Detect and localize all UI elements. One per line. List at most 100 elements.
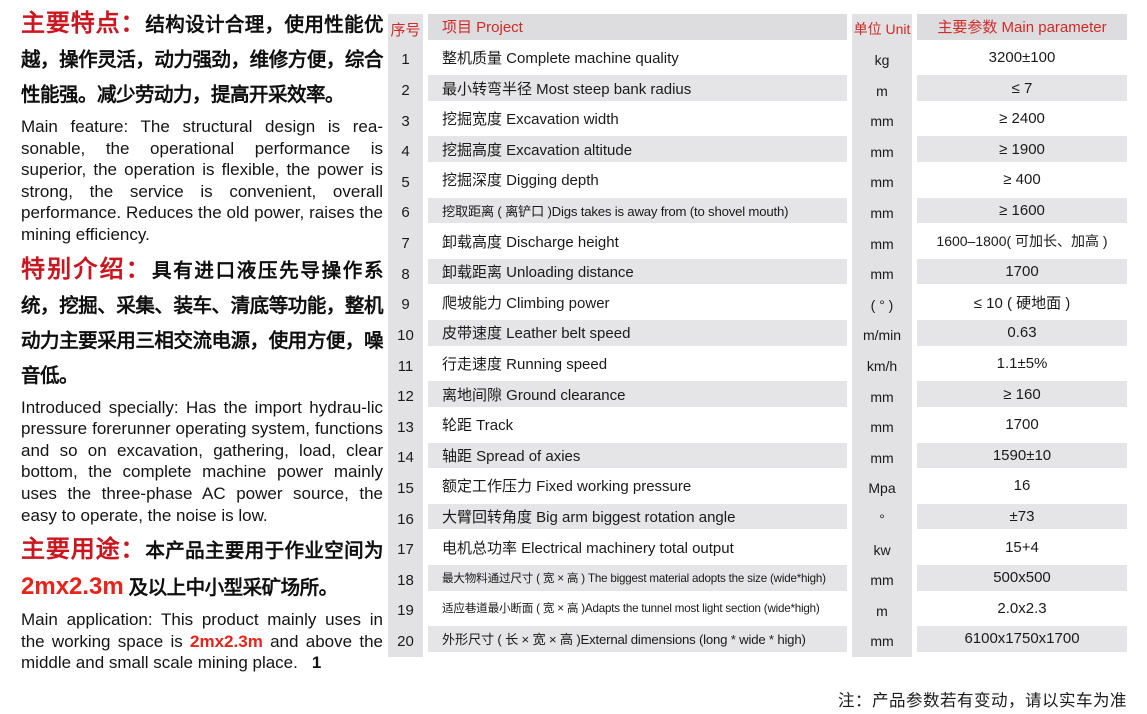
unit-cell: °	[879, 511, 885, 528]
row-number-cell: 16	[397, 510, 414, 528]
unit-cell: mm	[870, 633, 894, 650]
column-parameter: 主要参数 Main parameter 3200±100 ≤ 7 ≥ 2400 ≥ 19…	[917, 14, 1127, 657]
project-cell: 爬坡能力 Climbing power	[428, 289, 847, 321]
parameter-cell: 1600–1800( 可加长、加高 )	[917, 228, 1127, 259]
column-no: 序号 1 2 3 4 5 6 7 8 9 10 11 12 13 14 15 16 17 18 19 20	[388, 14, 423, 657]
header-project: 项目 Project	[428, 14, 847, 45]
unit-cell: m	[876, 602, 888, 619]
application-prefix-zh: 本产品主要用于作业空间为	[145, 540, 383, 563]
unit-cell: kg	[874, 51, 890, 68]
parameter-cell: 16	[917, 473, 1127, 504]
unit-cell: mm	[870, 113, 894, 130]
row-number-cell: 18	[397, 571, 414, 589]
row-number-cell: 20	[397, 632, 414, 650]
parameter-cell: ≥ 1600	[917, 197, 1127, 229]
parameter-cell: 1700	[917, 411, 1127, 443]
unit-cell: ( ° )	[870, 296, 894, 313]
introduction-paragraph-en: Introduced specially: Has the import hyd…	[21, 397, 383, 525]
application-paragraph-zh: 主要用途：本产品主要用于作业空间为 2mx2.3m 及以上中小型采矿场所。	[21, 532, 383, 606]
row-number-cell: 17	[397, 541, 414, 559]
parameter-cell: 15+4	[917, 534, 1127, 565]
project-cell: 大臂回转角度 Big arm biggest rotation angle	[428, 503, 847, 535]
project-cell: 挖掘高度 Excavation altitude	[428, 136, 847, 168]
application-suffix-en: and above the middle and small scale min…	[21, 631, 384, 673]
footnote: 注：产品参数若有变动，请以实车为准	[838, 691, 1127, 710]
project-cell: 适应巷道最小断面 ( 宽 × 高 )Adapts the tunnel most…	[428, 595, 847, 627]
column-project: 项目 Project 整机质量 Complete machine quality 最…	[428, 14, 847, 657]
unit-cell: mm	[870, 388, 894, 405]
row-number-cell: 11	[397, 357, 414, 375]
project-cell: 最小转弯半径 Most steep bank radius	[428, 75, 847, 106]
parameter-cell: 1700	[917, 258, 1127, 290]
unit-cell: mm	[870, 204, 894, 221]
unit-cell: mm	[870, 449, 894, 466]
introduction-text-zh: 具有进口液压先导操作系统，挖掘、采集、装车、清底等功能，整机动力主要采用三相交流…	[21, 259, 384, 387]
introduction-paragraph-zh: 特别介绍：具有进口液压先导操作系统，挖掘、采集、装车、清底等功能，整机动力主要采…	[21, 252, 384, 394]
spec-table: 序号 1 2 3 4 5 6 7 8 9 10 11 12 13 14 15 16 17 18 19 20 项目 Pro…	[388, 14, 1127, 657]
unit-cell: mm	[870, 143, 894, 160]
parameter-cell: 1.1±5%	[917, 350, 1127, 382]
project-cell: 离地间隙 Ground clearance	[428, 381, 847, 412]
row-number-cell: 4	[401, 143, 410, 161]
row-number-cell: 19	[397, 602, 414, 620]
row-number-cell: 14	[397, 449, 414, 467]
introduction-heading: 特别介绍：	[21, 255, 152, 283]
parameter-cell: ≥ 2400	[917, 105, 1127, 137]
header-no: 序号	[390, 21, 421, 39]
application-prefix-en: Main application: This product mainly us…	[21, 610, 383, 651]
header-parameter: 主要参数 Main parameter	[917, 14, 1127, 45]
unit-cell: mm	[870, 174, 894, 191]
row-number-cell: 10	[397, 326, 414, 344]
project-cell: 行走速度 Running speed	[428, 350, 847, 382]
unit-cell: mm	[870, 235, 894, 252]
project-cell: 挖掘深度 Digging depth	[428, 167, 847, 198]
parameter-cell: 2.0x2.3	[917, 595, 1127, 627]
project-cell: 整机质量 Complete machine quality	[428, 44, 847, 76]
feature-heading: 主要特点：	[21, 10, 146, 37]
row-number-cell: 12	[397, 388, 414, 406]
parameter-cell: 0.63	[917, 320, 1127, 351]
feature-paragraph-en: Main feature: The structural design is r…	[21, 117, 383, 244]
right-table-panel: 序号 1 2 3 4 5 6 7 8 9 10 11 12 13 14 15 16 17 18 19 20 项目 Pro…	[388, 14, 1127, 711]
project-cell: 挖掘宽度 Excavation width	[428, 105, 847, 137]
parameter-cell: ≤ 10 ( 硬地面 )	[917, 289, 1127, 321]
column-unit: 单位 Unit kg m mm mm mm mm mm mm( ° ) m/min km/h mm mm…	[852, 14, 912, 657]
unit-cell: mm	[870, 419, 894, 436]
parameter-cell: 3200±100	[917, 44, 1127, 76]
unit-cell: mm	[870, 266, 894, 283]
project-cell: 卸载距离 Unloading distance	[428, 258, 847, 290]
left-description-panel: 主要特点：结构设计合理，使用性能优越，操作灵活，动力强劲，维修方便，综合性能强。…	[21, 6, 384, 680]
working-space-size-en: 2mx2.3m	[190, 631, 263, 651]
project-cell: 轮距 Track	[428, 411, 847, 443]
unit-cell: Mpa	[868, 480, 896, 497]
parameter-cell: 6100x1750x1700	[917, 626, 1127, 657]
unit-cell: mm	[870, 572, 894, 589]
row-number-cell: 8	[401, 265, 410, 283]
row-number-cell: 2	[401, 82, 410, 100]
row-number-cell: 13	[397, 418, 414, 436]
page-number: 1	[311, 653, 322, 673]
unit-cell: m/min	[862, 327, 902, 344]
application-heading: 主要用途：	[21, 536, 146, 564]
working-space-size-zh: 2mx2.3m	[21, 573, 124, 601]
parameter-cell: ≥ 160	[917, 381, 1127, 412]
project-cell: 额定工作压力 Fixed working pressure	[428, 473, 847, 504]
project-cell: 皮带速度 Leather belt speed	[428, 320, 847, 351]
parameter-cell: ±73	[917, 503, 1127, 535]
parameter-cell: ≥ 400	[917, 167, 1127, 198]
row-number-cell: 6	[401, 204, 410, 222]
unit-cell: m	[876, 82, 888, 99]
row-number-cell: 9	[401, 296, 410, 314]
unit-cell: km/h	[866, 358, 898, 374]
header-unit: 单位 Unit	[853, 21, 911, 38]
project-cell: 挖取距离 ( 离铲口 )Digs takes is away from (to …	[428, 197, 847, 229]
row-number-cell: 15	[397, 479, 414, 497]
application-paragraph-en: Main application: This product mainly us…	[21, 609, 383, 674]
parameter-cell: ≥ 1900	[917, 136, 1127, 168]
project-cell: 轴距 Spread of axies	[428, 442, 847, 474]
parameter-cell: 1590±10	[917, 442, 1127, 474]
project-cell: 卸载高度 Discharge height	[428, 228, 847, 259]
row-number-cell: 5	[401, 173, 410, 191]
parameter-cell: 500x500	[917, 564, 1127, 596]
parameter-cell: ≤ 7	[917, 75, 1127, 106]
